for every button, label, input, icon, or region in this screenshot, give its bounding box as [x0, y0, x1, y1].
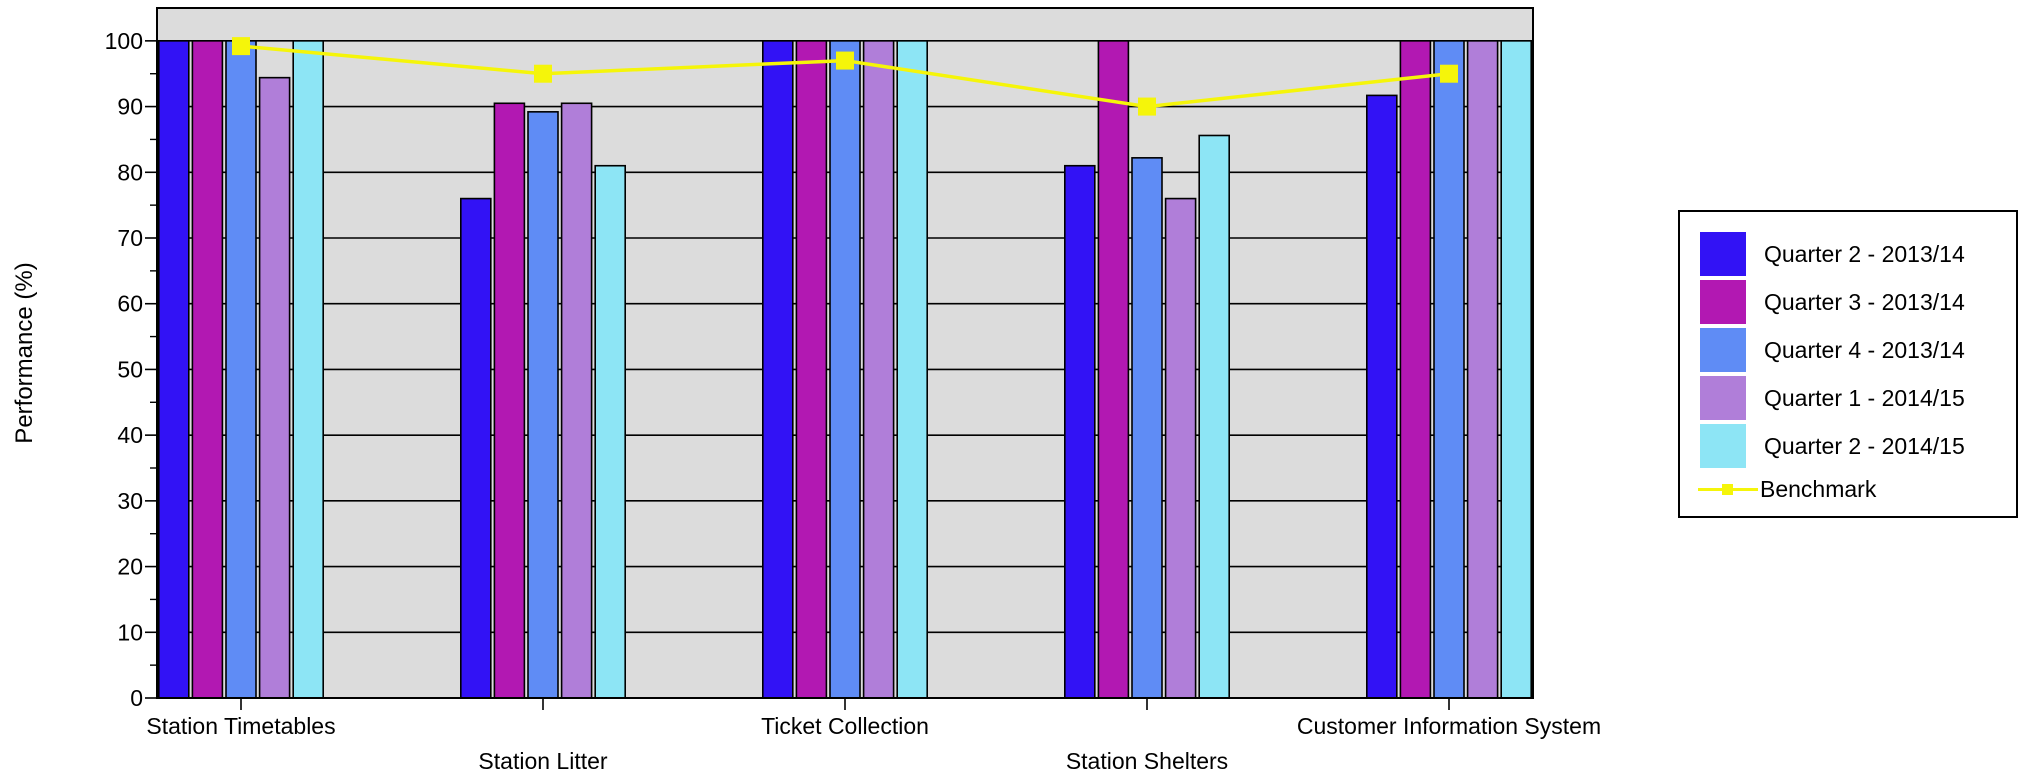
legend-benchmark-symbol [1698, 474, 1758, 504]
bar [527, 111, 559, 699]
y-axis-label: Performance (%) [11, 262, 38, 443]
legend-label: Quarter 3 - 2013/14 [1764, 288, 1965, 315]
bar [1064, 164, 1096, 699]
legend-swatch [1700, 376, 1746, 420]
bar [829, 40, 861, 699]
y-tick-label: 40 [117, 422, 143, 448]
x-tick-label: Station Timetables [146, 713, 335, 739]
bar [258, 76, 291, 699]
legend-label: Benchmark [1760, 475, 1877, 502]
bar [896, 40, 929, 699]
axes: 0 10 20 30 40 50 60 70 80 90 100 Station Timetables… [105, 8, 1601, 774]
legend-item: Quarter 2 - 2013/14 [1700, 232, 1965, 276]
y-tick-label: 20 [117, 554, 143, 580]
legend-label: Quarter 4 - 2013/14 [1764, 336, 1965, 363]
y-tick-label: 50 [117, 356, 143, 382]
legend-swatch [1700, 328, 1746, 372]
bar [225, 40, 257, 699]
legend-item: Quarter 1 - 2014/15 [1700, 376, 1965, 420]
benchmark-marker [534, 64, 552, 83]
y-tick-label: 30 [117, 488, 143, 514]
bar [1164, 197, 1197, 699]
bar [795, 40, 828, 699]
y-tick-label: 0 [130, 685, 143, 711]
x-tick-label: Station Shelters [1066, 748, 1228, 774]
bar [493, 102, 526, 699]
bar [1466, 40, 1499, 699]
x-tick-label: Customer Information System [1297, 713, 1601, 739]
x-tick-label: Ticket Collection [761, 713, 929, 739]
legend-label: Quarter 1 - 2014/15 [1764, 384, 1965, 411]
bar [158, 40, 190, 699]
bar [1198, 134, 1230, 699]
legend-item-benchmark: Benchmark [1698, 474, 1876, 504]
legend-swatch [1700, 424, 1746, 468]
y-tick-label: 100 [105, 28, 143, 54]
legend-item: Quarter 2 - 2014/15 [1700, 424, 1965, 468]
y-tick-label: 70 [117, 225, 143, 251]
legend-swatch [1700, 280, 1746, 324]
legend-label: Quarter 2 - 2014/15 [1764, 432, 1965, 459]
bar [1433, 40, 1465, 699]
legend-item: Quarter 4 - 2013/14 [1700, 328, 1965, 372]
legend-item: Quarter 3 - 2013/14 [1700, 280, 1965, 324]
legend-label: Quarter 2 - 2013/14 [1764, 240, 1965, 267]
benchmark-line-layer [232, 37, 1458, 116]
bar [1366, 94, 1398, 699]
benchmark-marker [232, 37, 250, 56]
bar [1131, 157, 1163, 699]
y-tick-label: 80 [117, 159, 143, 185]
benchmark-marker [1138, 97, 1156, 116]
bar [560, 102, 593, 699]
x-tick-label: Station Litter [478, 748, 607, 774]
bar [594, 164, 627, 699]
benchmark-marker [836, 51, 854, 70]
bar [1097, 40, 1130, 699]
bar [191, 40, 224, 699]
y-tick-label: 90 [117, 94, 143, 120]
bar [292, 40, 325, 699]
legend: Quarter 2 - 2013/14 Quarter 3 - 2013/14 Qu… [1678, 210, 2018, 518]
legend-swatch [1700, 232, 1746, 276]
benchmark-marker [1440, 64, 1458, 83]
bar [459, 197, 492, 699]
bar [1500, 40, 1532, 699]
y-tick-label: 10 [117, 619, 143, 645]
y-tick-label: 60 [117, 291, 143, 317]
bar [1399, 40, 1432, 699]
bar [761, 40, 794, 699]
bar [862, 40, 895, 699]
